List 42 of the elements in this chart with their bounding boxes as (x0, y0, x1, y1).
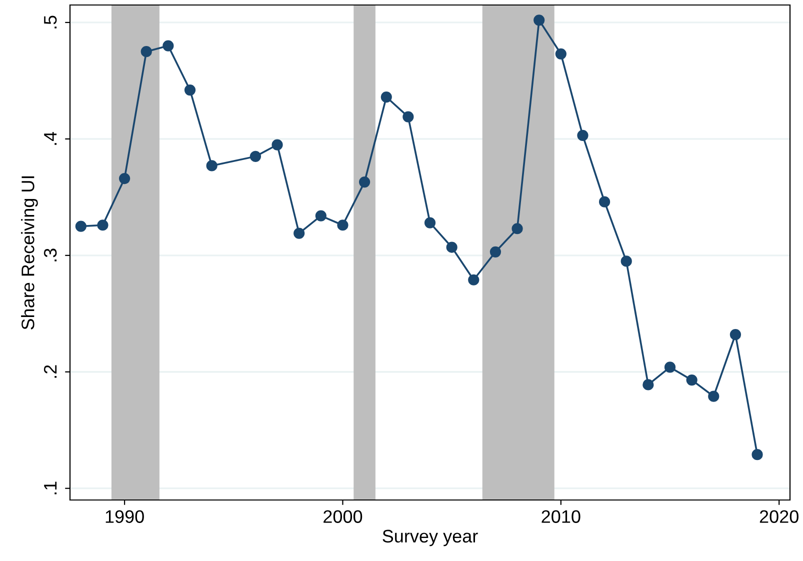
x-tick-label: 2010 (542, 510, 580, 523)
point (402, 111, 414, 122)
point (272, 139, 283, 150)
point (730, 329, 742, 340)
point (358, 176, 370, 188)
point (468, 274, 480, 286)
point (97, 220, 108, 231)
point (250, 150, 262, 162)
point (380, 91, 392, 103)
point (118, 172, 130, 184)
y-tick-label: .2 (44, 365, 57, 378)
y-tick-label: .4 (44, 132, 57, 145)
point (598, 196, 610, 208)
y-axis-title: Share Receiving UI (21, 176, 38, 330)
point (577, 130, 588, 142)
x-tick-label: 1990 (106, 510, 144, 523)
point (642, 379, 654, 390)
y-tick-label: .1 (44, 482, 57, 494)
point (294, 228, 305, 239)
point (337, 220, 348, 231)
x-axis-title: Survey year (382, 530, 478, 546)
point (664, 362, 676, 373)
point (446, 242, 458, 253)
point (184, 84, 196, 96)
y-tick-label: .5 (44, 16, 57, 28)
x-tick-label: 2020 (760, 510, 798, 523)
point (206, 160, 218, 172)
point (75, 220, 86, 232)
point (620, 256, 632, 267)
point (752, 449, 763, 460)
y-tick-label: .3 (44, 248, 57, 262)
point (555, 48, 566, 60)
point (512, 223, 523, 234)
point (162, 40, 174, 52)
point (534, 14, 545, 26)
point (708, 390, 720, 402)
point (315, 210, 326, 222)
point (424, 217, 436, 228)
point (490, 246, 502, 258)
point (140, 46, 152, 58)
x-tick-label: 2000 (324, 510, 362, 523)
point (686, 374, 698, 386)
